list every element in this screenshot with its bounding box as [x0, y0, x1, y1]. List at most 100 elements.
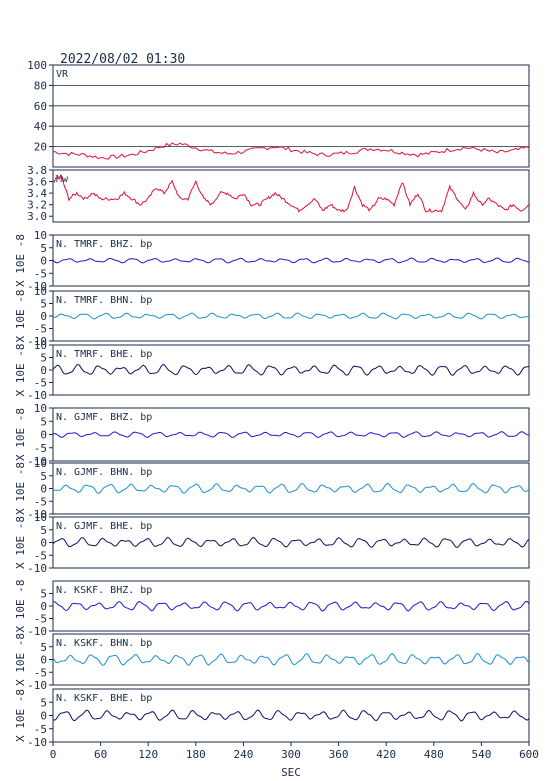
- y-tick-label: 0: [40, 537, 47, 550]
- x-tick-label: 120: [138, 748, 158, 761]
- x-tick-label: 480: [424, 748, 444, 761]
- y-tick-label: -10: [27, 455, 47, 468]
- y-unit-label: X 10E -8: [14, 344, 27, 397]
- y-tick-label: 5: [40, 588, 47, 601]
- y-tick-label: 0: [40, 710, 47, 723]
- y-tick-label: 5: [40, 242, 47, 255]
- y-tick-label: 10: [34, 229, 47, 242]
- y-tick-label: 3.4: [27, 187, 47, 200]
- y-tick-label: 0: [40, 364, 47, 377]
- y-tick-label: -5: [34, 377, 47, 390]
- x-tick-label: 60: [94, 748, 107, 761]
- chart-panels: 20406080100VR3.03.23.43.63.8Mw-10-50510N…: [14, 59, 530, 749]
- chart-panel: -10-505 N. KSKF. BHE. bp X 10E -8: [14, 688, 530, 749]
- y-tick-label: -5: [34, 323, 47, 336]
- y-tick-label: 60: [34, 100, 47, 113]
- y-tick-label: 80: [34, 79, 47, 92]
- y-tick-label: -10: [27, 736, 47, 749]
- x-tick-label: 180: [186, 748, 206, 761]
- y-tick-label: -10: [27, 625, 47, 638]
- series-line: [52, 600, 530, 612]
- y-tick-label: 10: [34, 339, 47, 352]
- y-tick-label: 10: [34, 511, 47, 524]
- series-line: [52, 709, 530, 722]
- series-line: [52, 482, 530, 494]
- y-tick-label: 20: [34, 141, 47, 154]
- y-tick-label: 10: [34, 285, 47, 298]
- series-line: [52, 653, 530, 666]
- y-tick-label: 3.8: [27, 164, 47, 177]
- y-tick-label: 5: [40, 470, 47, 483]
- y-unit-label: X 10E -8: [14, 580, 27, 633]
- chart-panel: 20 40 60 80 100 VR: [27, 59, 530, 168]
- series-line: [52, 537, 530, 548]
- y-unit-label: X 10E -8: [14, 234, 27, 287]
- panel-title: N. KSKF. BHN. bp: [56, 638, 152, 649]
- panel-title: N. TMRF. BHZ. bp: [56, 239, 152, 250]
- y-tick-label: 5: [40, 524, 47, 537]
- panel-title: N. GJMF. BHN. bp: [56, 467, 152, 478]
- y-tick-label: 10: [34, 402, 47, 415]
- y-tick-label: 3.0: [27, 210, 47, 223]
- y-tick-label: -5: [34, 267, 47, 280]
- y-tick-label: -10: [27, 679, 47, 692]
- y-tick-label: 0: [40, 310, 47, 323]
- chart-panel: -10-505 N. KSKF. BHN. bp X 10E -8: [14, 633, 530, 692]
- x-axis-label: SEC: [281, 766, 301, 779]
- y-tick-label: -5: [34, 723, 47, 736]
- x-tick-label: 420: [376, 748, 396, 761]
- y-tick-label: -10: [27, 562, 47, 575]
- y-unit-label: X 10E -8: [14, 408, 27, 461]
- y-tick-label: 40: [34, 120, 47, 133]
- y-tick-label: -10: [27, 280, 47, 293]
- y-tick-label: 0: [40, 600, 47, 613]
- y-tick-label: 5: [40, 641, 47, 654]
- y-unit-label: X 10E -8: [14, 689, 27, 742]
- y-tick-label: 3.2: [27, 199, 47, 212]
- panel-title: N. KSKF. BHZ. bp: [56, 585, 152, 596]
- y-tick-label: -10: [27, 508, 47, 521]
- y-unit-label: X 10E -8: [14, 290, 27, 343]
- y-tick-label: 10: [34, 457, 47, 470]
- y-tick-label: -10: [27, 335, 47, 348]
- series-line: [52, 431, 530, 438]
- panel-title: N. TMRF. BHE. bp: [56, 349, 152, 360]
- series-line: [52, 257, 530, 264]
- series-line: [52, 173, 530, 213]
- y-tick-label: -5: [34, 442, 47, 455]
- x-tick-label: 540: [471, 748, 491, 761]
- series-line: [52, 142, 530, 160]
- x-tick-label: 360: [329, 748, 349, 761]
- y-tick-label: 3.6: [27, 176, 47, 189]
- y-tick-label: -5: [34, 613, 47, 626]
- series-line: [52, 312, 530, 320]
- y-unit-label: X 10E -8: [14, 516, 27, 569]
- panel-title: N. GJMF. BHZ. bp: [56, 412, 152, 423]
- panel-title: N. TMRF. BHN. bp: [56, 295, 152, 306]
- page-title: 2022/08/02 01:30: [60, 52, 185, 67]
- panel-frame: [52, 169, 530, 223]
- y-tick-label: 5: [40, 352, 47, 365]
- panel-title: VR: [56, 69, 69, 80]
- x-tick-label: 300: [281, 748, 301, 761]
- y-tick-label: 0: [40, 483, 47, 496]
- y-tick-label: -5: [34, 495, 47, 508]
- y-tick-label: 100: [27, 59, 47, 72]
- y-tick-label: 0: [40, 654, 47, 667]
- y-tick-label: 5: [40, 415, 47, 428]
- y-tick-label: -10: [27, 389, 47, 402]
- series-line: [52, 363, 530, 376]
- y-tick-label: -5: [34, 666, 47, 679]
- panel-title: N. GJMF. BHE. bp: [56, 521, 152, 532]
- y-unit-label: X 10E -8: [14, 462, 27, 515]
- y-tick-label: 5: [40, 696, 47, 709]
- y-unit-label: X 10E -8: [14, 633, 27, 686]
- chart-panel: -10-505 N. KSKF. BHZ. bp X 10E -8: [14, 580, 530, 638]
